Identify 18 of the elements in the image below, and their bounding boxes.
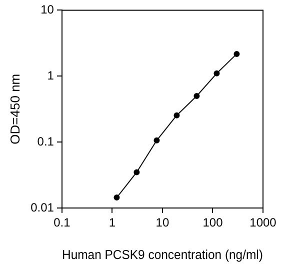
- x-tick-label: 1000: [250, 216, 277, 230]
- point: [234, 50, 240, 57]
- point: [134, 169, 140, 176]
- point: [174, 112, 180, 118]
- x-tick-label: 10: [156, 216, 170, 230]
- point: [194, 92, 200, 99]
- point: [214, 70, 220, 76]
- y-tick-label: 10: [40, 2, 54, 17]
- point: [114, 194, 120, 201]
- x-tick-label: 0.1: [54, 216, 71, 230]
- x-tick-label: 1: [108, 216, 116, 230]
- x-tick-label: 100: [202, 216, 224, 230]
- y-tick-label: 0.01: [30, 200, 54, 214]
- y-axis-title: OD=450 nm: [7, 74, 22, 144]
- y-tick-label: 1: [47, 68, 54, 82]
- x-axis-title: Human PCSK9 concentration (ng/ml): [62, 247, 263, 262]
- y-tick-label: 0.1: [37, 134, 54, 148]
- point: [154, 137, 160, 144]
